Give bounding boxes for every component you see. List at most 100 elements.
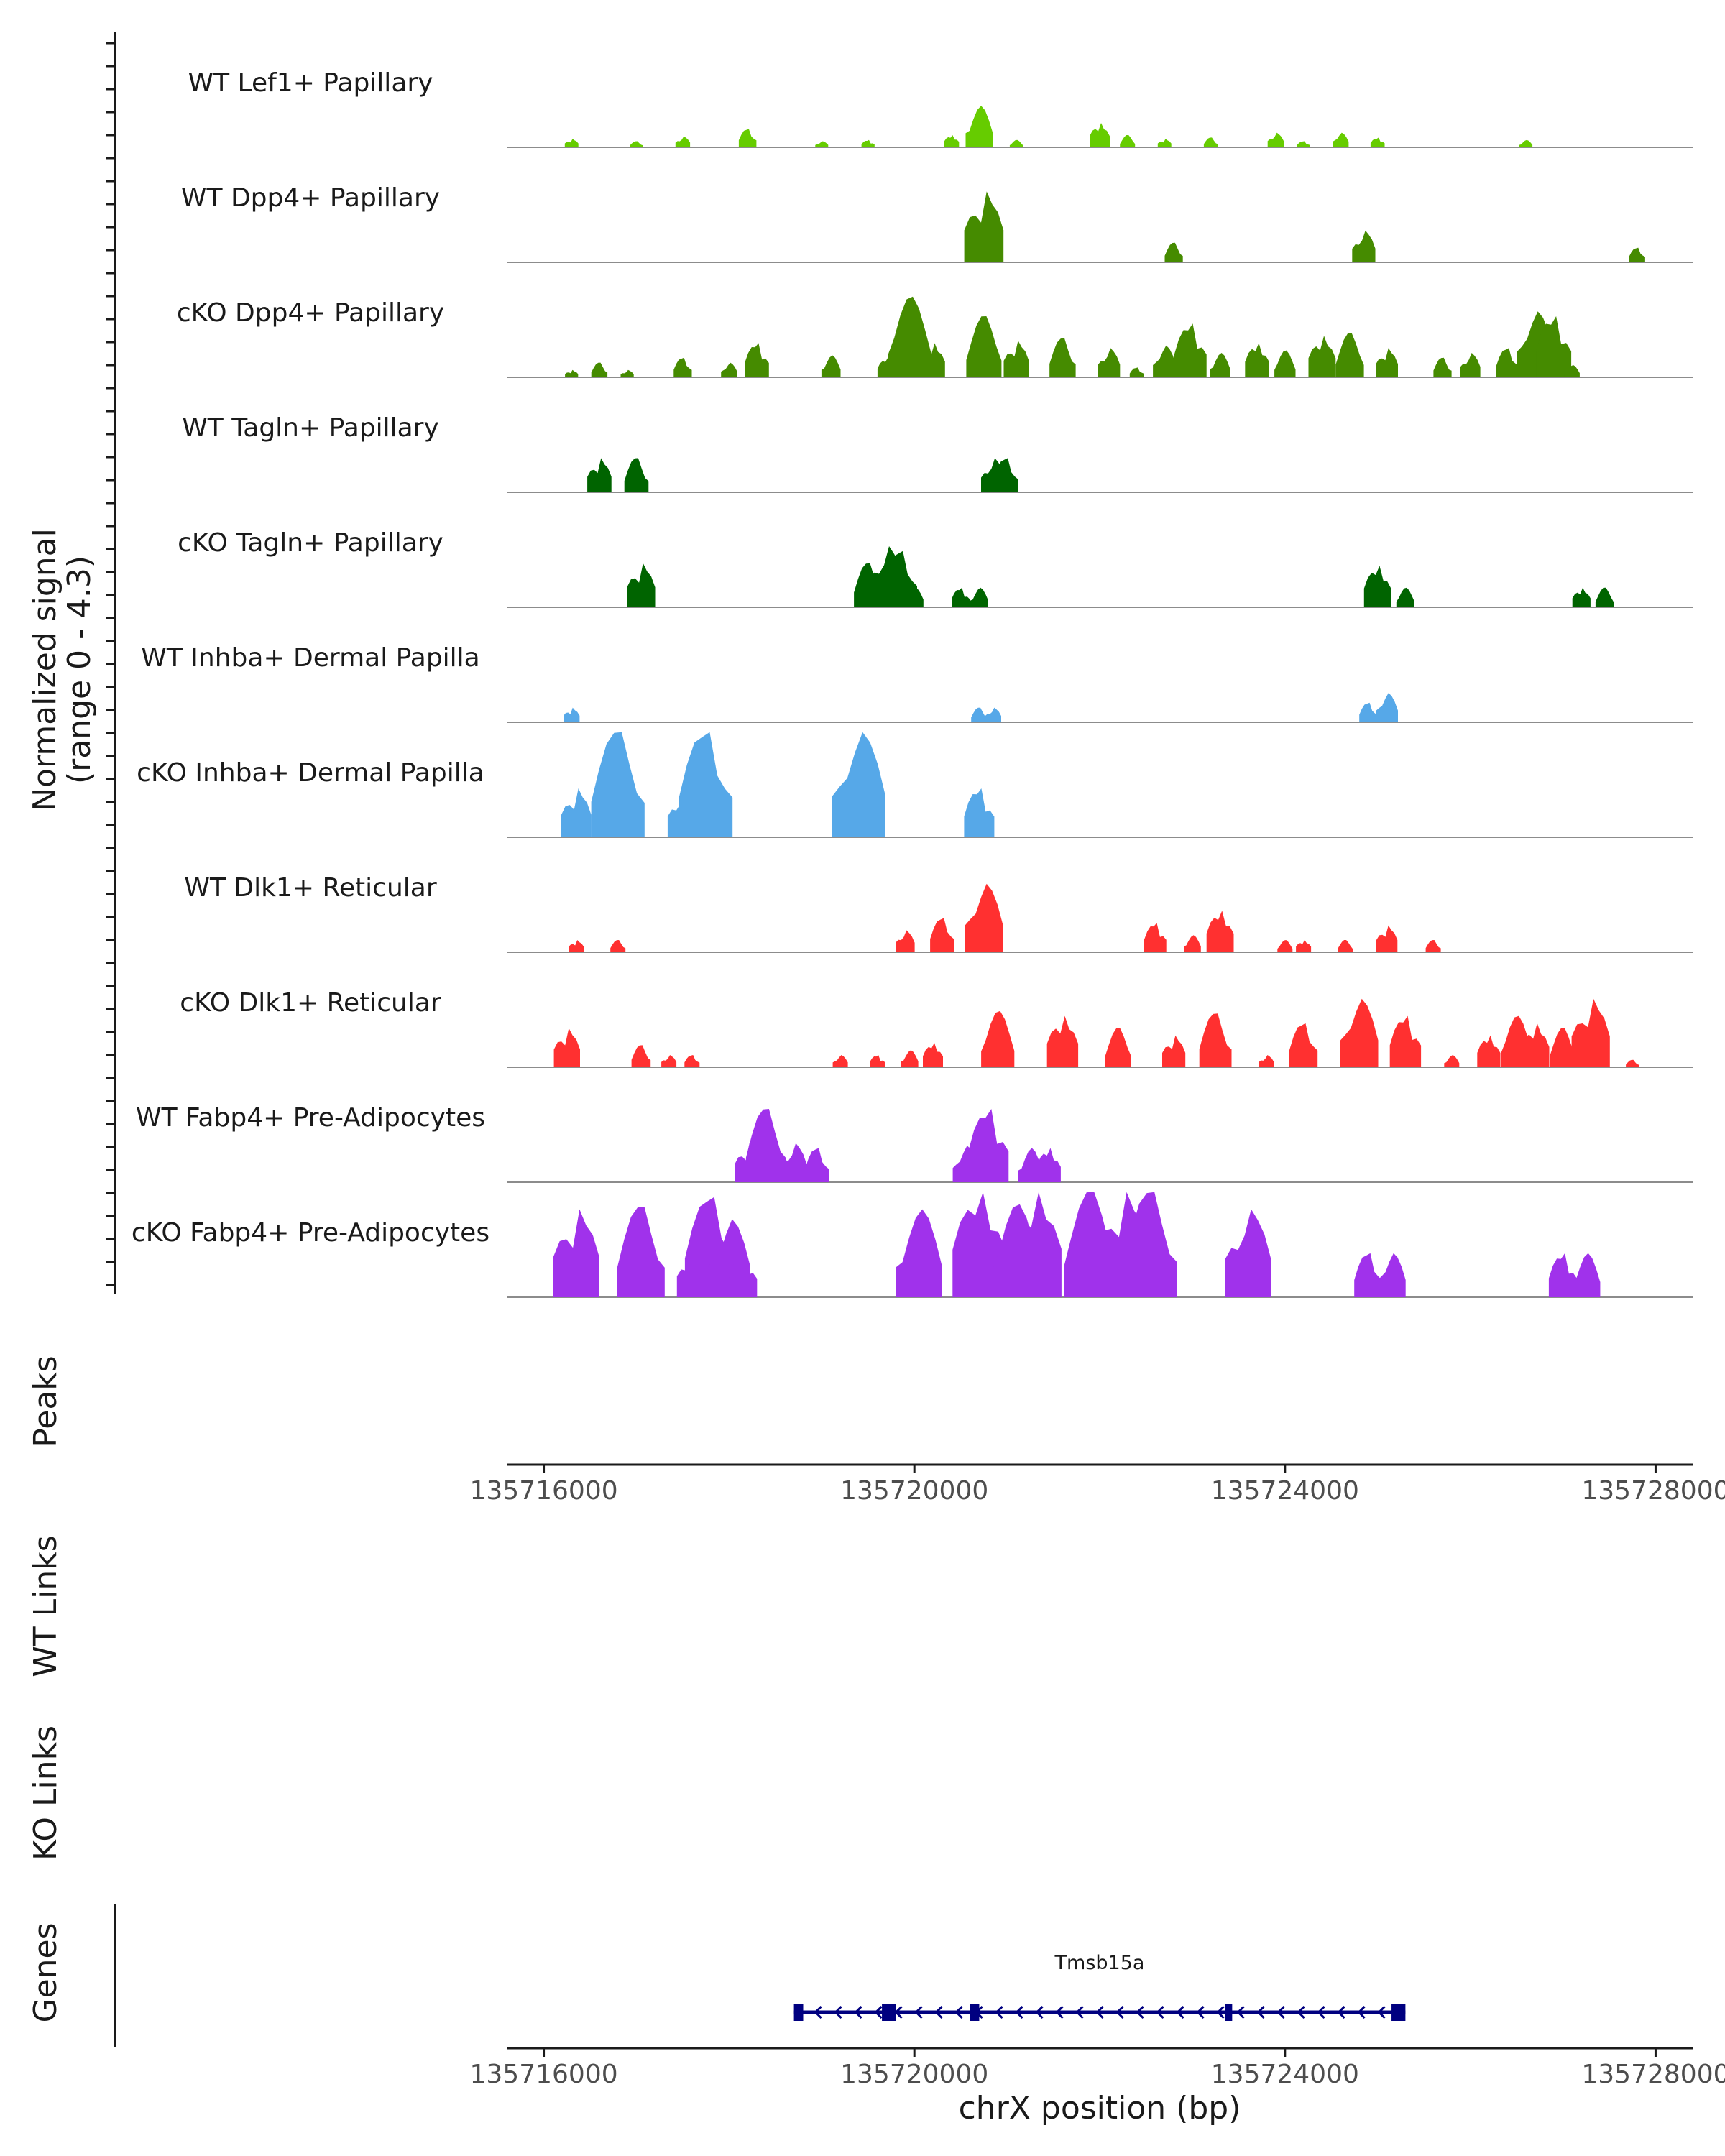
signal-peak [1199, 1013, 1232, 1067]
signal-peak [1335, 333, 1364, 377]
signal-peak [1245, 343, 1269, 377]
signal-peak [610, 940, 626, 952]
signal-peak [721, 362, 737, 377]
track-label: WT Inhba+ Dermal Papilla [141, 643, 479, 673]
signal-peak [553, 1209, 599, 1297]
signal-tracks: WT Lef1+ Papillary WT Dpp4+ Papillary cKO … [132, 68, 1693, 1298]
strand-arrow [954, 2005, 963, 2019]
signal-peak [1009, 139, 1024, 147]
signal-peak [968, 1109, 1009, 1182]
strand-arrow [1317, 2005, 1325, 2019]
track-10: cKO Fabp4+ Pre-Adipocytes [132, 1192, 1693, 1298]
signal-peak [1225, 1209, 1271, 1297]
signal-peak [620, 369, 634, 377]
gene-exon [970, 2004, 980, 2021]
strand-arrow [1337, 2005, 1346, 2019]
track-3: WT Tagln+ Papillary [182, 413, 1693, 493]
signal-peak [888, 296, 932, 377]
signal-peak [1174, 323, 1207, 377]
track-0: WT Lef1+ Papillary [188, 68, 1693, 148]
y-axis-range-label: (range 0 - 4.3) [61, 556, 98, 784]
signal-peak [1572, 1253, 1601, 1297]
signal-peak [1090, 123, 1110, 147]
signal-peak [745, 1109, 786, 1182]
signal-peak [553, 1028, 580, 1067]
strand-arrow [1116, 2005, 1124, 2019]
signal-peak [1376, 348, 1398, 377]
signal-peak [1359, 702, 1378, 722]
x-axis-label: chrX position (bp) [959, 2090, 1241, 2127]
signal-peak [815, 141, 829, 147]
signal-peak [1144, 923, 1167, 952]
strand-arrow [1216, 2005, 1225, 2019]
y-axis-label: Normalized signal [27, 528, 63, 811]
signal-peak [673, 357, 692, 377]
track-label: cKO Fabp4+ Pre-Adipocytes [132, 1218, 489, 1248]
signal-peak [1354, 1253, 1383, 1297]
track-9: WT Fabp4+ Pre-Adipocytes [136, 1103, 1693, 1183]
signal-peak [1049, 338, 1076, 377]
signal-peak [561, 788, 592, 837]
strand-arrow [1236, 2005, 1245, 2019]
gene-exon [794, 2004, 804, 2021]
signal-peak [624, 458, 649, 492]
signal-peak [1352, 230, 1376, 262]
track-2: cKO Dpp4+ Papillary [177, 296, 1693, 378]
track-4: cKO Tagln+ Papillary [178, 528, 1693, 608]
strand-arrow [894, 2005, 903, 2019]
x-axis-1-tick-label: 135724000 [1211, 1476, 1359, 1506]
signal-peak [1296, 940, 1312, 952]
strand-arrow [874, 2005, 883, 2019]
signal-peak [1157, 139, 1172, 147]
signal-peak [569, 940, 584, 952]
x-axis-2-tick-label: 135720000 [840, 2060, 988, 2089]
signal-peak [617, 1207, 665, 1297]
signal-peak [1519, 139, 1533, 147]
x-axis-2-tick-label: 135728000 [1581, 2060, 1725, 2089]
gene-models: Tmsb15a [794, 1952, 1406, 2021]
signal-peak [1274, 350, 1296, 377]
strand-arrow [1156, 2005, 1164, 2019]
signal-peak [1389, 1015, 1422, 1067]
signal-peak [729, 1253, 758, 1297]
signal-peak [675, 136, 691, 147]
signal-peak [970, 587, 988, 607]
signal-peak [964, 788, 995, 837]
strand-arrow [1176, 2005, 1184, 2019]
strand-arrow [1035, 2005, 1044, 2019]
signal-peak [1098, 348, 1121, 377]
signal-peak [1396, 587, 1414, 607]
signal-peak [981, 1010, 1015, 1067]
signal-peak [738, 129, 757, 147]
gene-exon [882, 2004, 896, 2021]
signal-peak [1267, 132, 1284, 147]
signal-peak [1129, 367, 1144, 377]
gene-0: Tmsb15a [794, 1952, 1406, 2021]
signal-peak [861, 139, 875, 147]
peaks-panel-label: Peaks [27, 1355, 64, 1447]
track-label: WT Dpp4+ Papillary [181, 183, 440, 213]
signal-peak [1460, 353, 1481, 377]
signal-peak [1521, 1023, 1550, 1067]
signal-y-axis [106, 32, 116, 1294]
signal-peak [1548, 1253, 1578, 1297]
signal-peak [1297, 141, 1310, 147]
x-axis-1-tick-label: 135728000 [1581, 1476, 1725, 1506]
strand-arrow [1015, 2005, 1024, 2019]
signal-peak [952, 587, 970, 607]
signal-peak [627, 563, 656, 607]
track-5: WT Inhba+ Dermal Papilla [141, 643, 1693, 723]
strand-arrow [1136, 2005, 1144, 2019]
signal-peak [1595, 587, 1614, 607]
signal-peak [1164, 242, 1183, 262]
signal-peak [1496, 348, 1519, 377]
ko-links-panel-label: KO Links [27, 1726, 64, 1861]
signal-peak [631, 1045, 651, 1067]
strand-arrow [854, 2005, 862, 2019]
strand-arrow [1095, 2005, 1104, 2019]
signal-peak [1338, 940, 1353, 952]
signal-peak [591, 732, 645, 837]
signal-peak [1046, 1015, 1079, 1067]
x-axis-1-tick-label: 135716000 [469, 1476, 617, 1506]
signal-peak [1370, 137, 1385, 147]
